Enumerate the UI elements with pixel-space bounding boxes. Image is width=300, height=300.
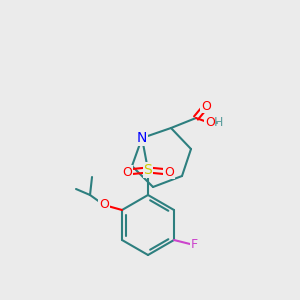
Text: O: O (99, 199, 109, 212)
Text: O: O (164, 166, 174, 178)
Text: N: N (137, 131, 147, 145)
Text: O: O (205, 116, 215, 130)
Text: F: F (190, 238, 197, 251)
Text: O: O (201, 100, 211, 112)
Text: S: S (144, 163, 152, 177)
Text: H: H (213, 116, 223, 130)
Text: O: O (122, 166, 132, 178)
